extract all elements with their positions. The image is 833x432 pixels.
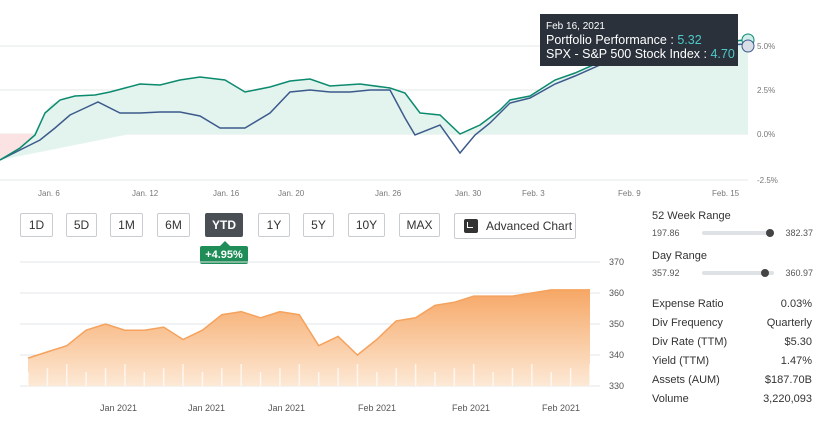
tooltip-markers <box>741 33 755 53</box>
y-label: -2.5% <box>757 176 778 185</box>
y-tick-label: 360 <box>609 288 624 298</box>
stat-value: 3,220,093 <box>763 392 812 405</box>
range-button-1d[interactable]: 1D <box>20 213 53 237</box>
week52-bar <box>702 229 775 237</box>
tooltip-date: Feb 16, 2021 <box>546 21 605 32</box>
advanced-chart-label: Advanced Chart <box>486 219 573 233</box>
week52-range: 52 Week Range 197.86 382.37 <box>652 210 813 250</box>
spx-line <box>0 43 746 161</box>
x-label: Jan. 26 <box>375 189 402 198</box>
range-button-1m[interactable]: 1M <box>110 213 143 237</box>
range-button-6m[interactable]: 6M <box>157 213 190 237</box>
x-label: Jan. 16 <box>213 189 240 198</box>
chart-tooltip: Feb 16, 2021 Portfolio Performance : 5.3… <box>540 14 738 66</box>
range-button-10y[interactable]: 10Y <box>348 213 385 237</box>
range-button-5d[interactable]: 5D <box>66 213 97 237</box>
y-tick-label: 350 <box>609 319 624 329</box>
x-axis-labels: Jan. 6 Jan. 12 Jan. 16 Jan. 20 Jan. 26 J… <box>38 189 740 198</box>
x-label: Feb 2021 <box>452 403 490 413</box>
chart-expand-icon <box>464 219 478 233</box>
x-axis-labels: Jan 2021 Jan 2021 Jan 2021 Feb 2021 Feb … <box>100 403 580 413</box>
week52-marker <box>766 229 775 237</box>
x-label: Feb 2021 <box>542 403 580 413</box>
y-axis-labels: 5.0% 2.5% 0.0% -2.5% <box>757 42 778 185</box>
performance-chart[interactable]: 5.0% 2.5% 0.0% -2.5% Jan. 6 Jan. 12 Jan.… <box>0 0 833 200</box>
price-area-chart[interactable]: 370 360 350 340 330 Jan 2021 Jan 2021 Jan 20… <box>0 250 640 432</box>
x-label: Jan. 20 <box>278 189 305 198</box>
x-label: Jan 2021 <box>100 403 137 413</box>
x-label: Feb. 9 <box>618 189 641 198</box>
stat-key: Expense Ratio <box>652 297 724 310</box>
y-tick-label: 330 <box>609 381 624 391</box>
range-button-max[interactable]: MAX <box>399 213 440 237</box>
week52-high: 382.37 <box>785 228 813 238</box>
tooltip-spx-value: 4.70 <box>710 47 735 61</box>
volume-ticks <box>27 364 591 386</box>
range-button-ytd[interactable]: YTD <box>205 213 243 237</box>
range-button-1y[interactable]: 1Y <box>258 213 290 237</box>
day-bar <box>702 269 774 277</box>
advanced-chart-button[interactable]: Advanced Chart <box>454 213 576 239</box>
stat-value: Quarterly <box>766 316 812 329</box>
stat-value: 0.03% <box>780 297 812 310</box>
y-label: 5.0% <box>757 42 775 51</box>
tooltip-portfolio-value: 5.32 <box>677 33 702 47</box>
stat-value: 1.47% <box>780 354 812 367</box>
x-label: Jan 2021 <box>268 403 305 413</box>
day-range: Day Range 357.92 360.97 <box>652 250 813 290</box>
stat-key: Div Frequency <box>652 316 723 329</box>
day-marker <box>761 269 770 277</box>
stat-key: Assets (AUM) <box>652 373 720 386</box>
positive-area <box>0 40 748 160</box>
stat-key: Yield (TTM) <box>652 354 710 367</box>
portfolio-line <box>0 39 746 161</box>
x-label: Jan. 12 <box>132 189 159 198</box>
tooltip-spx-row: SPX - S&P 500 Stock Index : 4.70 <box>546 47 735 61</box>
tooltip-portfolio-label: Portfolio Performance : <box>546 33 678 47</box>
x-label: Feb 2021 <box>358 403 396 413</box>
day-title: Day Range <box>652 250 708 262</box>
x-label: Feb. 3 <box>522 189 545 198</box>
y-label: 2.5% <box>757 86 775 95</box>
tooltip-portfolio-row: Portfolio Performance : 5.32 <box>546 33 702 47</box>
y-axis-labels: 370 360 350 340 330 <box>609 257 624 391</box>
ytd-change-badge: +4.95% <box>200 241 248 264</box>
day-high: 360.97 <box>785 268 813 278</box>
stat-value: $5.30 <box>784 335 812 348</box>
stat-row: Expense Ratio 0.03% <box>652 294 812 313</box>
y-tick-label: 340 <box>609 350 624 360</box>
week52-title: 52 Week Range <box>652 210 731 222</box>
week52-low: 197.86 <box>652 228 680 238</box>
stat-row: Volume 3,220,093 <box>652 389 812 408</box>
price-line <box>27 289 590 359</box>
day-low: 357.92 <box>652 268 680 278</box>
stat-key: Volume <box>652 392 689 405</box>
range-button-5y[interactable]: 5Y <box>303 213 334 237</box>
stat-value: $187.70B <box>764 373 812 386</box>
stat-row: Assets (AUM) $187.70B <box>652 370 812 389</box>
stat-row: Div Rate (TTM) $5.30 <box>652 332 812 351</box>
x-label: Jan 2021 <box>188 403 225 413</box>
tooltip-spx-label: SPX - S&P 500 Stock Index : <box>546 47 711 61</box>
price-area-fill <box>28 289 590 386</box>
y-label: 0.0% <box>757 130 775 139</box>
stat-key: Div Rate (TTM) <box>652 335 728 348</box>
stat-row: Div Frequency Quarterly <box>652 313 812 332</box>
stats-panel: 52 Week Range 197.86 382.37 Day Range 35… <box>652 210 813 408</box>
x-label: Jan. 6 <box>38 189 60 198</box>
x-label: Jan. 30 <box>455 189 482 198</box>
stat-row: Yield (TTM) 1.47% <box>652 351 812 370</box>
y-tick-label: 370 <box>609 257 624 267</box>
x-label: Feb. 15 <box>712 189 740 198</box>
